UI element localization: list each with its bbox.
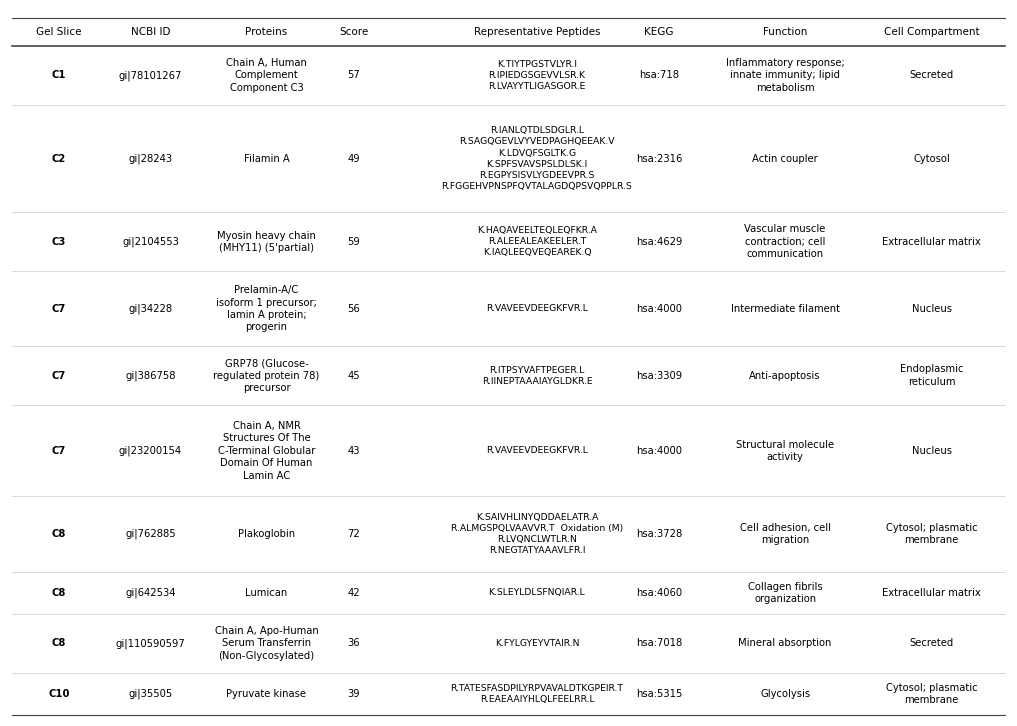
Text: 49: 49: [348, 154, 360, 163]
Text: Nucleus: Nucleus: [911, 446, 952, 456]
Text: R.IANLQTDLSDGLR.L
R.SAGQGEVLVYVEDPAGHQEEAK.V
K.LDVQFSGLTK.G
K.SPFSVAVSPSLDLSK.I
: R.IANLQTDLSDGLR.L R.SAGQGEVLVYVEDPAGHQEE…: [441, 126, 633, 191]
Text: Nucleus: Nucleus: [911, 303, 952, 314]
Text: K.HAQAVEELTEQLEQFKR.A
R.ALEEALEAKEELER.T
K.IAQLEEQVEQEAREK.Q: K.HAQAVEELTEQLEQFKR.A R.ALEEALEAKEELER.T…: [477, 227, 597, 258]
Text: C7: C7: [52, 371, 66, 380]
Text: R.TATESFASDPILYRPVAVALDTKGPEIR.T
R.EAEAAIYHLQLFEELRR.L: R.TATESFASDPILYRPVAVALDTKGPEIR.T R.EAEAA…: [451, 684, 623, 704]
Text: gi|2104553: gi|2104553: [122, 237, 179, 247]
Text: K.TIYTPGSTVLYR.I
R.IPIEDGSGEVVLSR.K
R.LVAYYTLIGASGOR.E: K.TIYTPGSTVLYR.I R.IPIEDGSGEVVLSR.K R.LV…: [488, 60, 586, 91]
Text: Cytosol; plasmatic
membrane: Cytosol; plasmatic membrane: [886, 682, 977, 705]
Text: Extracellular matrix: Extracellular matrix: [882, 237, 981, 247]
Text: Representative Peptides: Representative Peptides: [474, 27, 600, 37]
Text: C1: C1: [52, 70, 66, 81]
Text: Function: Function: [763, 27, 807, 37]
Text: Prelamin-A/C
isoform 1 precursor;
lamin A protein;
progerin: Prelamin-A/C isoform 1 precursor; lamin …: [216, 285, 317, 333]
Text: 43: 43: [348, 446, 360, 456]
Text: Cell Compartment: Cell Compartment: [884, 27, 979, 37]
Text: 39: 39: [348, 689, 360, 699]
Text: Actin coupler: Actin coupler: [753, 154, 818, 163]
Text: 42: 42: [348, 588, 360, 597]
Text: hsa:5315: hsa:5315: [636, 689, 682, 699]
Text: hsa:3728: hsa:3728: [636, 529, 682, 539]
Text: hsa:4629: hsa:4629: [636, 237, 682, 247]
Text: gi|35505: gi|35505: [128, 689, 173, 699]
Text: hsa:4000: hsa:4000: [636, 303, 682, 314]
Text: Anti-apoptosis: Anti-apoptosis: [750, 371, 821, 380]
Text: hsa:4000: hsa:4000: [636, 446, 682, 456]
Text: C8: C8: [52, 529, 66, 539]
Text: Filamin A: Filamin A: [244, 154, 289, 163]
Text: Mineral absorption: Mineral absorption: [738, 638, 832, 648]
Text: Endoplasmic
reticulum: Endoplasmic reticulum: [900, 364, 963, 387]
Text: C10: C10: [48, 689, 70, 699]
Text: Pyruvate kinase: Pyruvate kinase: [227, 689, 306, 699]
Text: hsa:7018: hsa:7018: [636, 638, 682, 648]
Text: gi|34228: gi|34228: [128, 303, 173, 314]
Text: gi|23200154: gi|23200154: [119, 446, 182, 456]
Text: gi|762885: gi|762885: [125, 529, 176, 539]
Text: Glycolysis: Glycolysis: [760, 689, 811, 699]
Text: 36: 36: [348, 638, 360, 648]
Text: Chain A, NMR
Structures Of The
C-Terminal Globular
Domain Of Human
Lamin AC: Chain A, NMR Structures Of The C-Termina…: [218, 421, 315, 481]
Text: gi|642534: gi|642534: [125, 587, 176, 598]
Text: Secreted: Secreted: [909, 638, 954, 648]
Text: gi|110590597: gi|110590597: [116, 638, 185, 648]
Text: Intermediate filament: Intermediate filament: [730, 303, 840, 314]
Text: C8: C8: [52, 638, 66, 648]
Text: C7: C7: [52, 446, 66, 456]
Text: K.FYLGYEYVTAIR.N: K.FYLGYEYVTAIR.N: [494, 639, 580, 648]
Text: Chain A, Apo-Human
Serum Transferrin
(Non-Glycosylated): Chain A, Apo-Human Serum Transferrin (No…: [215, 626, 318, 661]
Text: K.SLEYLDLSFNQIAR.L: K.SLEYLDLSFNQIAR.L: [488, 588, 586, 597]
Text: Collagen fibrils
organization: Collagen fibrils organization: [747, 582, 823, 604]
Text: C2: C2: [52, 154, 66, 163]
Text: Extracellular matrix: Extracellular matrix: [882, 588, 981, 597]
Text: Cell adhesion, cell
migration: Cell adhesion, cell migration: [739, 523, 831, 545]
Text: Lumican: Lumican: [245, 588, 288, 597]
Text: 57: 57: [348, 70, 360, 81]
Text: Chain A, Human
Complement
Component C3: Chain A, Human Complement Component C3: [226, 58, 307, 93]
Text: hsa:2316: hsa:2316: [636, 154, 682, 163]
Text: Structural molecule
activity: Structural molecule activity: [736, 439, 834, 462]
Text: 45: 45: [348, 371, 360, 380]
Text: hsa:718: hsa:718: [639, 70, 679, 81]
Text: C7: C7: [52, 303, 66, 314]
Text: gi|28243: gi|28243: [128, 153, 173, 164]
Text: Vascular muscle
contraction; cell
communication: Vascular muscle contraction; cell commun…: [744, 224, 826, 259]
Text: hsa:4060: hsa:4060: [636, 588, 682, 597]
Text: R.VAVEEVDEEGKFVR.L: R.VAVEEVDEEGKFVR.L: [486, 446, 588, 455]
Text: R.ITPSYVAFTPEGER.L
R.IINEPTAAAIAYGLDKR.E: R.ITPSYVAFTPEGER.L R.IINEPTAAAIAYGLDKR.E: [482, 366, 592, 386]
Text: Myosin heavy chain
(MHY11) (5'partial): Myosin heavy chain (MHY11) (5'partial): [217, 231, 316, 253]
Text: Score: Score: [340, 27, 368, 37]
Text: GRP78 (Glucose-
regulated protein 78)
precursor: GRP78 (Glucose- regulated protein 78) pr…: [214, 358, 319, 393]
Text: gi|78101267: gi|78101267: [119, 70, 182, 81]
Text: Cytosol: Cytosol: [913, 154, 950, 163]
Text: Cytosol; plasmatic
membrane: Cytosol; plasmatic membrane: [886, 523, 977, 545]
Text: KEGG: KEGG: [644, 27, 674, 37]
Text: R.VAVEEVDEEGKFVR.L: R.VAVEEVDEEGKFVR.L: [486, 304, 588, 313]
Text: 59: 59: [348, 237, 360, 247]
Text: 56: 56: [348, 303, 360, 314]
Text: C3: C3: [52, 237, 66, 247]
Text: Inflammatory response;
innate immunity; lipid
metabolism: Inflammatory response; innate immunity; …: [726, 58, 844, 93]
Text: 72: 72: [348, 529, 360, 539]
Text: hsa:3309: hsa:3309: [636, 371, 682, 380]
Text: NCBI ID: NCBI ID: [131, 27, 170, 37]
Text: Gel Slice: Gel Slice: [37, 27, 81, 37]
Text: K.SAIVHLINYQDDAELATR.A
R.ALMGSPQLVAAVVR.T  Oxidation (M)
R.LVQNCLWTLR.N
R.NEGTAT: K.SAIVHLINYQDDAELATR.A R.ALMGSPQLVAAVVR.…: [451, 513, 623, 555]
Text: Proteins: Proteins: [245, 27, 288, 37]
Text: C8: C8: [52, 588, 66, 597]
Text: Secreted: Secreted: [909, 70, 954, 81]
Text: gi|386758: gi|386758: [125, 370, 176, 381]
Text: Plakoglobin: Plakoglobin: [238, 529, 295, 539]
